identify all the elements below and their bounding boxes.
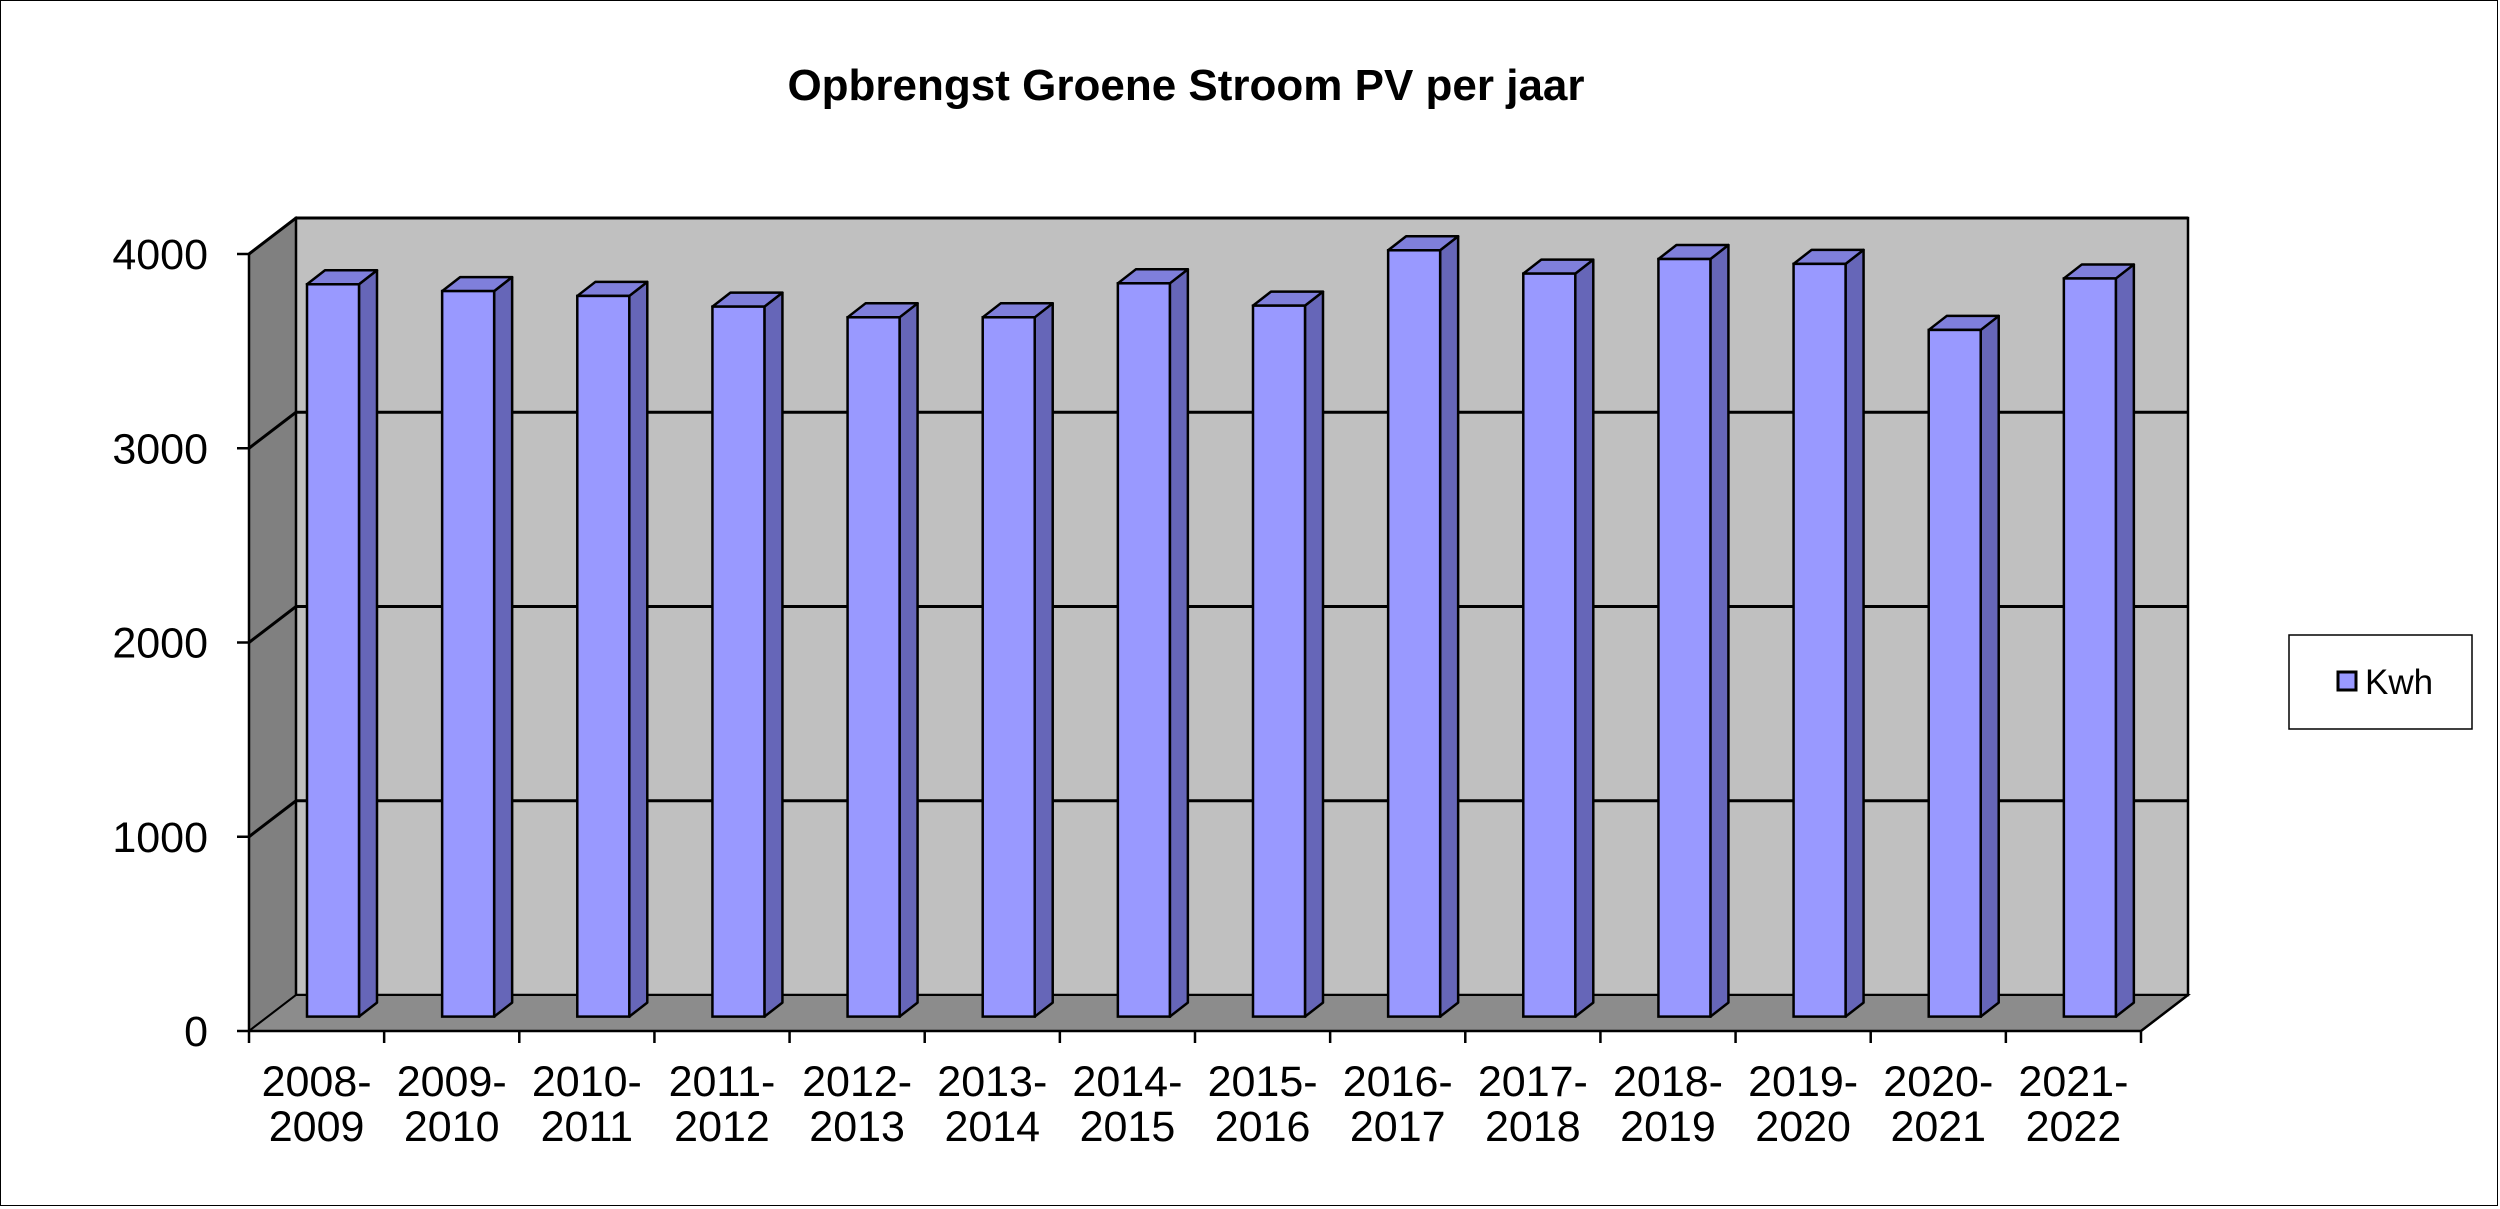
- bar: [1386, 235, 1460, 1018]
- bar-front: [711, 305, 766, 1018]
- bar: [1657, 243, 1730, 1018]
- bar-side: [1033, 302, 1054, 1018]
- bar: [1522, 258, 1595, 1018]
- x-tick-label: 2013-2014: [937, 1058, 1047, 1151]
- bar: [440, 275, 514, 1018]
- bar-front: [1927, 328, 1982, 1018]
- x-tick-label: 2014-2015: [1072, 1058, 1182, 1151]
- bar: [981, 302, 1054, 1018]
- bar: [2062, 263, 2136, 1018]
- x-tick-label: 2017-2018: [1478, 1058, 1588, 1151]
- bar: [1927, 314, 2000, 1018]
- x-tick-label: 2012-2013: [802, 1058, 912, 1151]
- bar-front: [1522, 272, 1577, 1018]
- bar-side: [763, 291, 784, 1018]
- x-tick-label: 2010-2011: [532, 1058, 642, 1151]
- gridline: [248, 216, 2188, 256]
- x-tick-label: 2009-2010: [397, 1058, 507, 1151]
- legend: Kwh: [2288, 634, 2473, 730]
- y-tick-label: 2000: [112, 620, 208, 668]
- bar-front: [1792, 262, 1847, 1018]
- bar: [1251, 290, 1325, 1018]
- x-tick-label: 2011-2012: [669, 1058, 776, 1151]
- bar-side: [1168, 268, 1190, 1018]
- y-tick-label: 0: [184, 1008, 208, 1056]
- legend-swatch: [2336, 670, 2358, 692]
- y-tick-label: 4000: [112, 231, 208, 279]
- chart-title: Opbrengst Groene Stroom PV per jaar: [787, 61, 1584, 110]
- bar-front: [576, 294, 631, 1018]
- bar-front: [981, 316, 1036, 1018]
- bar-side: [357, 269, 379, 1018]
- y-tick-label: 3000: [112, 425, 208, 473]
- bar-front: [846, 316, 901, 1018]
- bar-side: [1574, 258, 1595, 1018]
- x-tick-label: 2021-2022: [2018, 1058, 2128, 1151]
- bar-side: [1979, 314, 2000, 1018]
- bar-side: [1438, 235, 1460, 1018]
- bar-side: [2114, 263, 2136, 1018]
- y-tick-label: 1000: [112, 814, 208, 862]
- x-tick-label: 2015-2016: [1208, 1058, 1318, 1151]
- bar-front: [2062, 277, 2118, 1018]
- x-tick-label: 2018-2019: [1613, 1058, 1723, 1151]
- x-tick-label: 2019-2020: [1748, 1058, 1858, 1151]
- legend-box: [2288, 634, 2473, 730]
- legend-label: Kwh: [2365, 663, 2433, 702]
- x-tick-label: 2020-2021: [1883, 1058, 1993, 1151]
- x-tick-label: 2008-2009: [262, 1058, 372, 1151]
- chart-walls: [246, 215, 2191, 1034]
- bar: [846, 302, 919, 1018]
- bar: [305, 269, 379, 1018]
- bar-side: [628, 280, 649, 1018]
- x-axis-ticks: 2008-2009 2009-2010 2010-2011 2011-2012 2012…: [247, 1031, 2143, 1151]
- bar-front: [440, 289, 496, 1018]
- bar-side: [1303, 290, 1325, 1018]
- bar-front: [1657, 257, 1712, 1018]
- bar-front: [305, 283, 361, 1018]
- bar-side: [1844, 248, 1865, 1018]
- bars: [305, 235, 2136, 1018]
- floor: [246, 994, 2191, 1032]
- bar: [711, 291, 784, 1018]
- bar: [1116, 268, 1190, 1018]
- bar: [576, 280, 649, 1018]
- bar-front: [1251, 304, 1307, 1018]
- x-tick-label: 2016-2017: [1343, 1058, 1453, 1151]
- bar-side: [898, 302, 919, 1018]
- bar-side: [1709, 243, 1730, 1018]
- bar: [1792, 248, 1865, 1018]
- y-axis-ticks: 0 1000 2000 3000 4000: [112, 231, 249, 1056]
- bar-front: [1116, 282, 1172, 1018]
- bar-side: [492, 275, 514, 1018]
- bar-front: [1386, 249, 1442, 1018]
